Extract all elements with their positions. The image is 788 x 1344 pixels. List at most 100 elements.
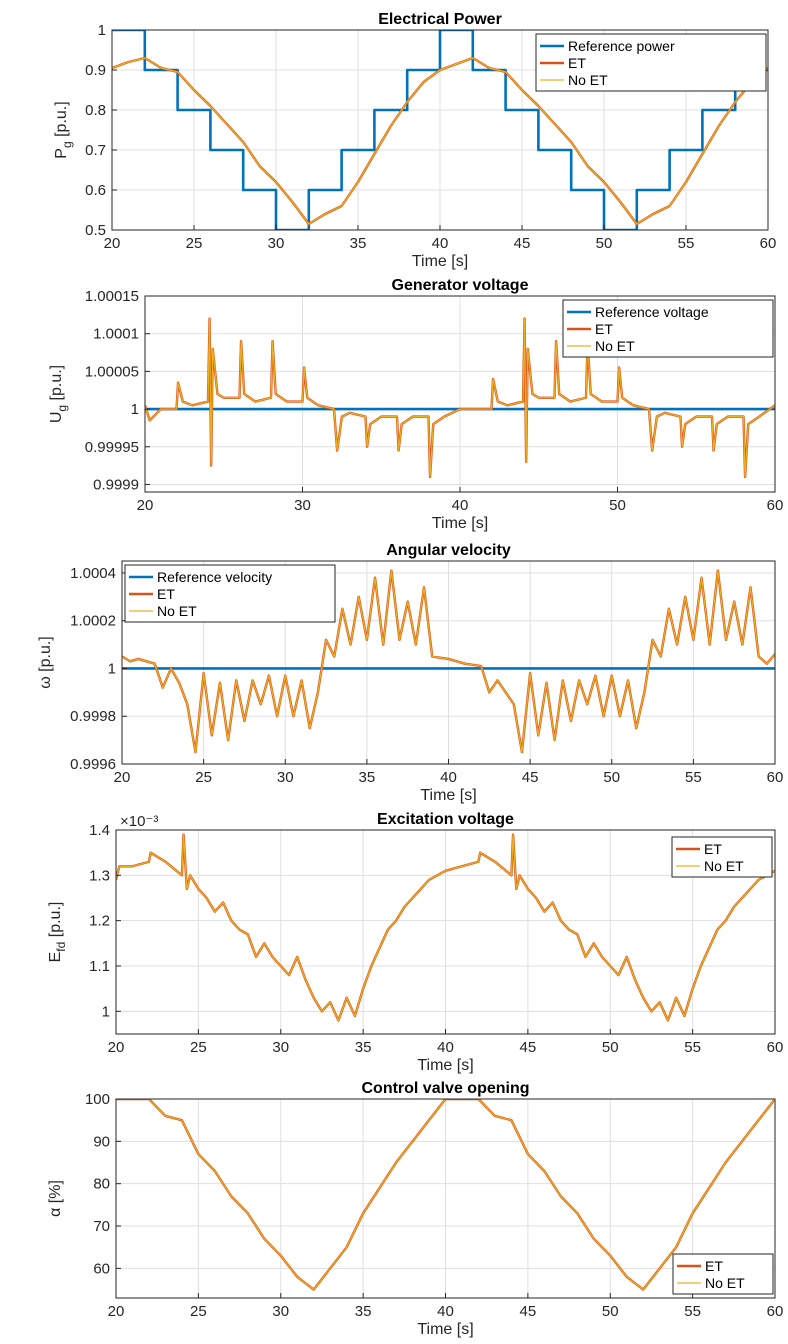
chart-title: Excitation voltage — [377, 811, 514, 828]
series-line-no-et — [116, 1099, 775, 1291]
y-tick-label: 0.9999 — [93, 476, 139, 493]
y-tick-label: 0.8 — [85, 102, 106, 119]
y-tick-label: 0.9998 — [70, 708, 116, 725]
x-tick-label: 25 — [195, 769, 212, 786]
y-tick-label: 0.99995 — [85, 439, 139, 456]
series-line-no-et — [116, 833, 775, 1021]
series-line-no-et — [145, 318, 775, 478]
y-tick-label: 1.3 — [89, 867, 110, 884]
x-tick-label: 45 — [522, 769, 539, 786]
legend-label: Reference velocity — [157, 569, 272, 585]
x-tick-label: 50 — [609, 497, 626, 514]
y-tick-label: 80 — [93, 1176, 110, 1193]
x-tick-label: 25 — [190, 1039, 207, 1056]
legend-label: No ET — [705, 1275, 745, 1291]
x-axis-label: Time [s] — [420, 787, 476, 804]
y-axis-label: Ug [p.u.] — [48, 365, 69, 423]
y-tick-label: 1 — [102, 1003, 110, 1020]
y-axis-label-sub: g — [60, 141, 74, 148]
y-tick-label: 0.7 — [85, 142, 106, 159]
y-axis-label-sub: fd — [54, 942, 68, 952]
legend-label: ET — [157, 586, 175, 602]
y-tick-label: 1.0002 — [70, 613, 116, 630]
series-line-no-et — [122, 569, 775, 753]
x-tick-label: 55 — [678, 235, 695, 252]
y-axis-label: Efd [p.u.] — [47, 902, 68, 963]
legend-box — [124, 564, 336, 623]
y-tick-label: 1.4 — [89, 822, 110, 839]
y-tick-label: 0.9996 — [70, 756, 116, 773]
x-tick-label: 55 — [684, 1039, 701, 1056]
y-axis-label-main: ω — [37, 676, 54, 689]
x-tick-label: 35 — [359, 769, 376, 786]
legend-label: No ET — [568, 72, 608, 88]
x-tick-label: 40 — [432, 235, 449, 252]
x-tick-label: 40 — [440, 769, 457, 786]
x-tick-label: 35 — [355, 1303, 372, 1320]
y-tick-label: 0.6 — [85, 182, 106, 199]
scale-note: ×10⁻³ — [120, 813, 158, 830]
x-tick-label: 30 — [268, 235, 285, 252]
panel-generator-voltage: 20 30 40 50 60 0.9999 0.99995 1 1.00005 1.0001 1.0… — [48, 277, 783, 532]
y-tick-label: 1.0001 — [93, 326, 139, 343]
legend-label: Reference voltage — [595, 304, 709, 320]
x-tick-label: 60 — [767, 1303, 784, 1320]
x-tick-label: 40 — [452, 497, 469, 514]
y-tick-label: 90 — [93, 1133, 110, 1150]
legend-label: No ET — [157, 603, 197, 619]
x-axis-label: Time [s] — [412, 253, 468, 270]
panel-control-valve-opening: 20 25 30 35 40 45 50 55 60 60 70 80 90 100 Control val… — [47, 1080, 783, 1338]
x-tick-label: 55 — [685, 769, 702, 786]
x-tick-label: 20 — [108, 1303, 125, 1320]
x-tick-label: 30 — [272, 1303, 289, 1320]
x-tick-label: 20 — [137, 497, 154, 514]
legend-box — [672, 1253, 774, 1295]
x-tick-label: 35 — [355, 1039, 372, 1056]
x-axis-label: Time [s] — [417, 1057, 473, 1074]
panel-electrical-power: 20 25 30 35 40 45 50 55 60 0.5 0.6 0.7 0.8 0.9 1 Electr… — [53, 11, 776, 270]
x-tick-label: 30 — [294, 497, 311, 514]
y-tick-label: 1 — [98, 22, 106, 39]
y-tick-label: 100 — [85, 1091, 110, 1108]
y-tick-label: 1 — [108, 660, 116, 677]
x-tick-label: 20 — [108, 1039, 125, 1056]
panel-angular-velocity: 20 25 30 35 40 45 50 55 60 0.9996 0.9998 1 1.0002 1.0… — [37, 542, 783, 804]
y-axis-label: ω [p.u.] — [37, 636, 54, 689]
y-tick-label: 60 — [93, 1260, 110, 1277]
y-tick-label: 1.00015 — [85, 288, 139, 305]
y-axis-label-unit: [p.u.] — [37, 636, 54, 676]
x-tick-label: 20 — [114, 769, 131, 786]
y-axis-label-main: E — [47, 952, 64, 963]
y-axis-label-unit: [p.u.] — [48, 365, 65, 405]
x-tick-label: 45 — [520, 1303, 537, 1320]
y-axis-label-sub: g — [55, 405, 69, 412]
y-axis-label-main: U — [48, 412, 65, 424]
x-tick-label: 30 — [272, 1039, 289, 1056]
legend-box — [535, 33, 767, 92]
x-tick-label: 20 — [104, 235, 121, 252]
legend-box — [671, 836, 773, 878]
y-tick-label: 1.00005 — [85, 363, 139, 380]
x-tick-label: 50 — [602, 1039, 619, 1056]
x-tick-label: 50 — [602, 1303, 619, 1320]
y-tick-label: 1.2 — [89, 913, 110, 930]
x-tick-label: 45 — [520, 1039, 537, 1056]
x-tick-label: 25 — [190, 1303, 207, 1320]
x-tick-label: 60 — [767, 1039, 784, 1056]
y-tick-label: 1.0004 — [70, 565, 116, 582]
x-tick-label: 35 — [350, 235, 367, 252]
y-axis-label-unit: [%] — [47, 1180, 64, 1208]
chart-title: Control valve opening — [361, 1080, 529, 1097]
x-tick-label: 55 — [684, 1303, 701, 1320]
x-tick-label: 60 — [760, 235, 777, 252]
legend-label: ET — [595, 321, 613, 337]
legend-label: No ET — [704, 858, 744, 874]
x-axis-label: Time [s] — [417, 1321, 473, 1338]
x-tick-label: 25 — [186, 235, 203, 252]
y-tick-label: 0.5 — [85, 222, 106, 239]
legend-label: No ET — [595, 338, 635, 354]
legend-label: ET — [704, 841, 722, 857]
x-tick-label: 40 — [437, 1039, 454, 1056]
panel-excitation-voltage: 20 25 30 35 40 45 50 55 60 1 1.1 1.2 1.3 1.4 Excitatio… — [47, 811, 783, 1074]
